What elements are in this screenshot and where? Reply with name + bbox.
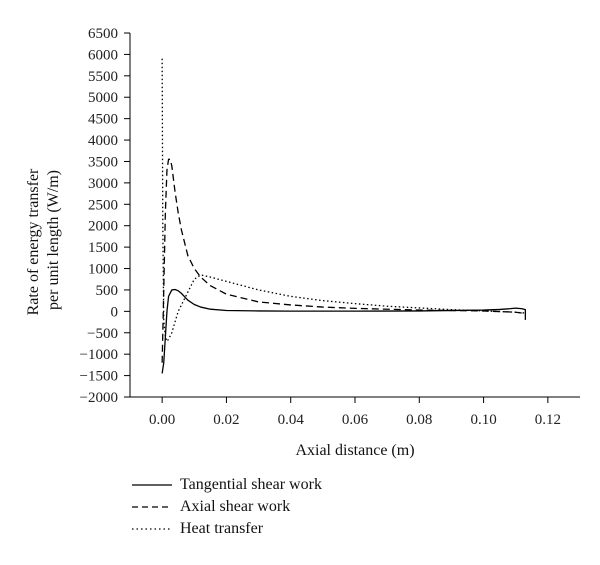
legend-item-heat: Heat transfer	[132, 518, 322, 540]
y-tick-label: −1000	[80, 347, 118, 363]
y-tick-label: 6000	[88, 47, 118, 63]
y-tick-label: 3000	[88, 176, 118, 192]
y-tick-label: 6500	[88, 26, 118, 42]
series-line-dashed	[161, 158, 526, 363]
x-tick-label: 0.08	[406, 412, 432, 428]
y-tick-label: 5000	[88, 90, 118, 106]
y-axis: −2000 −1500 −1000 −500 0 500 1000 1500 2000 2500 3…	[80, 26, 130, 406]
legend-item-axial: Axial shear work	[132, 496, 322, 518]
y-tick-label: 5500	[88, 69, 118, 85]
legend-label: Heat transfer	[180, 520, 264, 537]
x-axis-label: Axial distance (m)	[295, 442, 414, 459]
y-tick-label: 3500	[88, 154, 118, 170]
y-tick-label: 2500	[88, 197, 118, 213]
legend-label: Axial shear work	[180, 498, 291, 515]
y-tick-label: 0	[111, 304, 119, 320]
y-tick-label: −1500	[80, 369, 118, 385]
x-axis: 0.00 0.02 0.04 0.06 0.08 0.10 0.12	[149, 397, 561, 428]
chart: 0.00 0.02 0.04 0.06 0.08 0.10 0.12 −2000−1500−…	[25, 26, 580, 459]
y-tick-label: 1000	[88, 262, 118, 278]
y-tick-label: 2000	[88, 219, 118, 235]
y-tick-label: −500	[87, 326, 118, 342]
x-tick-label: 0.02	[213, 412, 239, 428]
y-tick-label: 4000	[88, 133, 118, 149]
legend: Tangential shear work Axial shear work H…	[132, 474, 322, 540]
x-tick-label: 0.10	[470, 412, 496, 428]
x-tick-label: 0.12	[535, 412, 561, 428]
legend-swatch-dashed	[132, 506, 172, 508]
x-tick-label: 0.06	[342, 412, 369, 428]
legend-swatch-dotted	[132, 528, 172, 530]
series-line-dotted	[161, 58, 526, 342]
x-tick-label: 0.00	[149, 412, 175, 428]
plot-frame	[129, 33, 580, 398]
y-axis-label-line-1: Rate of energy transfer	[25, 168, 42, 315]
legend-swatch-solid	[132, 484, 172, 486]
x-tick-label: 0.04	[278, 412, 305, 428]
series-layer	[161, 58, 527, 374]
y-axis-label-line-2: per unit length (W/m)	[45, 170, 62, 310]
legend-item-tangential: Tangential shear work	[132, 474, 322, 496]
y-tick-label: 500	[96, 283, 119, 299]
y-axis-label: Rate of energy transfer per unit length …	[25, 165, 62, 316]
y-tick-label: −2000	[80, 390, 118, 406]
y-tick-label: 4500	[88, 112, 118, 128]
y-tick-label: 1500	[88, 240, 118, 256]
series-line-solid	[161, 288, 527, 374]
legend-label: Tangential shear work	[180, 476, 322, 493]
